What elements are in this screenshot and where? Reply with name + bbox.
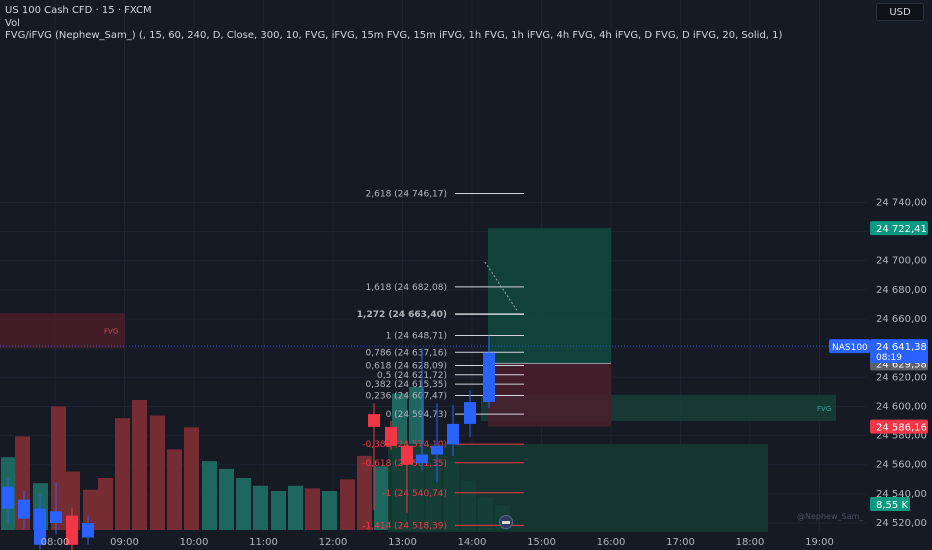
volume-bar — [374, 466, 389, 530]
fib-level-label: 0,5 (24 621,72) — [377, 371, 447, 381]
y-tick-label: 24 520,00 — [876, 518, 927, 529]
x-tick-label: 10:00 — [180, 537, 209, 548]
volume-bar — [322, 491, 337, 530]
volume-bar — [150, 415, 165, 530]
fib-level-label: 0,786 (24 637,16) — [366, 348, 447, 358]
volume-bar — [236, 478, 251, 530]
symbol-tag[interactable] — [829, 339, 870, 354]
volume-bar — [65, 471, 80, 530]
candle-body[interactable] — [431, 445, 443, 455]
fvg-zone-lower[interactable] — [388, 444, 768, 532]
symbol-tag-label: NAS100 — [832, 343, 868, 353]
volume-bar — [357, 455, 372, 530]
x-tick-label: 08:00 — [41, 537, 70, 548]
volume-tag[interactable] — [870, 497, 910, 511]
volume-tag-label: 8,55 K — [876, 500, 908, 511]
candle-body[interactable] — [385, 426, 397, 446]
x-tick-label: 11:00 — [249, 537, 278, 548]
fib-level-label: -1 (24 540,74) — [382, 489, 447, 499]
fvg-zone-bearish[interactable] — [0, 313, 125, 349]
volume-bar — [167, 449, 182, 530]
symbol-title[interactable]: US 100 Cash CFD · 15 · FXCM — [5, 5, 152, 16]
y-tick-label: 24 560,00 — [876, 460, 927, 471]
volume-legend[interactable]: Vol — [5, 18, 20, 29]
price-tag[interactable] — [870, 221, 928, 236]
x-tick-label: 12:00 — [319, 537, 348, 548]
projection-arrow[interactable] — [484, 261, 519, 313]
fib-level-label: 0,618 (24 628,09) — [366, 362, 447, 372]
candle-body[interactable] — [66, 515, 78, 545]
volume-bar — [288, 485, 303, 530]
x-tick-label: 13:00 — [388, 537, 417, 548]
volume-bar — [83, 489, 98, 530]
x-tick-label: 19:00 — [805, 537, 834, 548]
fib-level-label: 0 (24 594,73) — [386, 410, 447, 420]
price-tag-label: 24 586,16 — [876, 423, 927, 434]
time-axis[interactable] — [0, 532, 932, 550]
volume-bar — [271, 491, 286, 530]
x-tick-label: 18:00 — [736, 537, 765, 548]
position-profit-zone[interactable] — [488, 228, 611, 364]
y-tick-label: 24 680,00 — [876, 285, 927, 296]
volume-bar — [184, 427, 199, 530]
volume-bar — [98, 478, 113, 530]
candle-body[interactable] — [50, 511, 62, 523]
volume-bar — [132, 400, 147, 530]
us-flag-event-icon[interactable] — [499, 515, 513, 529]
candle-body[interactable] — [483, 352, 495, 403]
last-price-label: 24 641,38 — [876, 342, 927, 353]
candle-body[interactable] — [34, 508, 46, 545]
author-watermark: @Nephew_Sam_ — [797, 512, 864, 521]
fib-level-label: 0,236 (24 607,47) — [366, 392, 447, 402]
candle-body[interactable] — [401, 445, 413, 465]
fib-level-label: -0,382 (24 574,10) — [362, 440, 447, 450]
volume-bar — [51, 406, 66, 530]
x-tick-label: 15:00 — [527, 537, 556, 548]
y-tick-label: 24 660,00 — [876, 314, 927, 325]
price-tag-label: 24 722,41 — [876, 224, 927, 235]
y-tick-label: 24 540,00 — [876, 489, 927, 500]
x-tick-label: 16:00 — [597, 537, 626, 548]
last-price-tag[interactable] — [870, 339, 928, 364]
bar-countdown: 08:19 — [876, 353, 902, 363]
candle-body[interactable] — [18, 499, 30, 519]
price-tag[interactable] — [870, 419, 928, 434]
fib-level-label: -1,414 (24 518,39) — [362, 521, 447, 531]
position-stop-zone[interactable] — [488, 363, 611, 427]
volume-bar — [340, 479, 355, 530]
volume-bar — [253, 485, 268, 530]
y-tick-label: 24 740,00 — [876, 197, 927, 208]
candle-body[interactable] — [447, 423, 459, 445]
price-tag-label: 24 629,58 — [876, 359, 927, 370]
y-tick-label: 24 580,00 — [876, 431, 927, 442]
x-tick-label: 14:00 — [458, 537, 487, 548]
candle-body[interactable] — [82, 523, 94, 538]
volume-bar — [202, 461, 217, 530]
candle-body[interactable] — [416, 454, 428, 464]
x-tick-label: 09:00 — [110, 537, 139, 548]
fib-level-label: 0,382 (24 615,35) — [366, 380, 447, 390]
y-tick-label: 24 620,00 — [876, 372, 927, 383]
price-axis[interactable] — [867, 0, 932, 550]
indicator-legend[interactable]: FVG/iFVG (Nephew_Sam_) (, 15, 60, 240, D… — [5, 30, 783, 41]
fib-level-label: 1,618 (24 682,08) — [366, 283, 447, 293]
volume-bar — [219, 468, 234, 530]
candle-body[interactable] — [2, 486, 14, 509]
fib-level-label: 1,272 (24 663,40) — [357, 310, 447, 320]
volume-bar — [305, 488, 320, 530]
volume-bar — [115, 418, 130, 530]
fib-level-label: 1 (24 648,71) — [386, 331, 447, 341]
x-tick-label: 17:00 — [666, 537, 695, 548]
y-tick-label: 24 700,00 — [876, 256, 927, 267]
fib-level-label: 2,618 (24 746,17) — [366, 189, 447, 199]
fvg-label: FVG — [104, 328, 118, 336]
candle-body[interactable] — [464, 402, 476, 424]
candle-body[interactable] — [368, 414, 380, 427]
fvg-label: FVG — [817, 405, 831, 413]
currency-button[interactable]: USD — [876, 3, 924, 21]
y-tick-label: 24 600,00 — [876, 401, 927, 412]
